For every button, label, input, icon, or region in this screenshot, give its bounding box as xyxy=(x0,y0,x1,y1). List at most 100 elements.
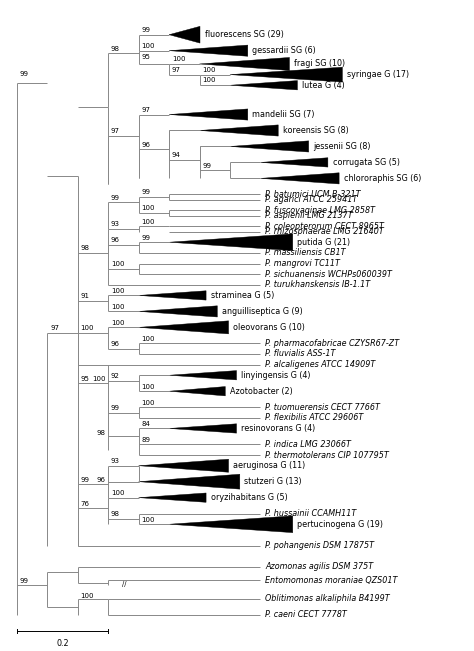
Text: 95: 95 xyxy=(141,54,150,60)
Text: 100: 100 xyxy=(111,261,125,268)
Text: P. thermotolerans CIP 107795T: P. thermotolerans CIP 107795T xyxy=(265,450,389,460)
Text: 100: 100 xyxy=(141,43,155,49)
Polygon shape xyxy=(138,306,217,317)
Text: 100: 100 xyxy=(81,593,94,599)
Text: jessenii SG (8): jessenii SG (8) xyxy=(313,142,371,151)
Polygon shape xyxy=(230,81,297,90)
Text: 96: 96 xyxy=(111,238,120,243)
Text: P. batumici UCM B-321T: P. batumici UCM B-321T xyxy=(265,190,361,199)
Polygon shape xyxy=(169,424,237,433)
Text: 100: 100 xyxy=(111,490,125,496)
Text: 100: 100 xyxy=(92,376,106,381)
Text: 97: 97 xyxy=(141,107,150,113)
Text: 91: 91 xyxy=(81,293,90,299)
Text: 98: 98 xyxy=(111,511,120,518)
Text: 99: 99 xyxy=(19,578,28,584)
Text: P. massiliensis CB1T: P. massiliensis CB1T xyxy=(265,249,346,257)
Text: koreensis SG (8): koreensis SG (8) xyxy=(283,126,349,135)
Polygon shape xyxy=(230,141,309,152)
Text: resinovorans G (4): resinovorans G (4) xyxy=(241,424,316,433)
Text: 94: 94 xyxy=(172,152,181,158)
Text: 0.2: 0.2 xyxy=(56,639,69,648)
Polygon shape xyxy=(200,57,290,70)
Text: 76: 76 xyxy=(81,501,90,506)
Text: 95: 95 xyxy=(81,376,90,381)
Polygon shape xyxy=(138,474,240,489)
Text: 98: 98 xyxy=(81,245,90,251)
Text: 97: 97 xyxy=(50,325,59,331)
Text: P. pharmacofabricae CZYSR67-ZT: P. pharmacofabricae CZYSR67-ZT xyxy=(265,339,399,348)
Text: oleovorans G (10): oleovorans G (10) xyxy=(233,323,305,332)
Text: P. tuomuerensis CECT 7766T: P. tuomuerensis CECT 7766T xyxy=(265,403,380,411)
Text: 97: 97 xyxy=(172,67,181,73)
Text: 100: 100 xyxy=(141,400,155,406)
Text: 89: 89 xyxy=(141,437,150,443)
Polygon shape xyxy=(260,173,339,184)
Text: 100: 100 xyxy=(202,77,216,83)
Text: mandelii SG (7): mandelii SG (7) xyxy=(253,110,315,119)
Text: anguilliseptica G (9): anguilliseptica G (9) xyxy=(222,307,303,316)
Text: P. caeni CECT 7778T: P. caeni CECT 7778T xyxy=(265,610,347,619)
Polygon shape xyxy=(260,158,328,167)
Polygon shape xyxy=(138,493,206,503)
Text: 98: 98 xyxy=(97,430,106,436)
Text: 99: 99 xyxy=(141,189,150,195)
Polygon shape xyxy=(169,234,293,251)
Text: syringae G (17): syringae G (17) xyxy=(347,70,409,79)
Text: 99: 99 xyxy=(141,234,150,241)
Text: 97: 97 xyxy=(111,128,120,134)
Polygon shape xyxy=(138,321,228,334)
Text: P. asplenii LMG 2137T: P. asplenii LMG 2137T xyxy=(265,211,353,220)
Text: gessardii SG (6): gessardii SG (6) xyxy=(253,46,316,55)
Polygon shape xyxy=(138,459,228,472)
Text: P. rhizosphaerae LMG 21640T: P. rhizosphaerae LMG 21640T xyxy=(265,227,384,236)
Text: P. mangrovi TC11T: P. mangrovi TC11T xyxy=(265,259,340,268)
Text: Azomonas agilis DSM 375T: Azomonas agilis DSM 375T xyxy=(265,562,373,572)
Text: //: // xyxy=(122,581,127,587)
Text: 93: 93 xyxy=(111,221,120,227)
Text: 99: 99 xyxy=(19,71,28,77)
Text: fragi SG (10): fragi SG (10) xyxy=(294,59,345,68)
Text: P. fuscovaginae LMG 2858T: P. fuscovaginae LMG 2858T xyxy=(265,206,375,215)
Polygon shape xyxy=(169,26,200,43)
Text: 100: 100 xyxy=(172,57,185,62)
Text: 98: 98 xyxy=(111,46,120,51)
Text: 100: 100 xyxy=(81,325,94,331)
Polygon shape xyxy=(169,109,248,120)
Text: 96: 96 xyxy=(111,341,120,347)
Polygon shape xyxy=(230,67,342,82)
Text: 100: 100 xyxy=(111,320,125,326)
Text: P. coleopterorum CECT 8965T: P. coleopterorum CECT 8965T xyxy=(265,222,384,230)
Text: 100: 100 xyxy=(202,67,216,73)
Text: P. alcaligenes ATCC 14909T: P. alcaligenes ATCC 14909T xyxy=(265,360,375,369)
Text: 100: 100 xyxy=(141,219,155,225)
Text: chlororaphis SG (6): chlororaphis SG (6) xyxy=(344,174,421,183)
Text: 96: 96 xyxy=(141,141,150,148)
Text: 100: 100 xyxy=(141,517,155,523)
Text: 99: 99 xyxy=(111,195,120,201)
Text: straminea G (5): straminea G (5) xyxy=(211,291,274,300)
Text: putida G (21): putida G (21) xyxy=(297,238,351,247)
Text: 92: 92 xyxy=(111,373,120,379)
Polygon shape xyxy=(169,516,293,533)
Text: P. sichuanensis WCHPs060039T: P. sichuanensis WCHPs060039T xyxy=(265,270,392,279)
Polygon shape xyxy=(169,45,248,56)
Polygon shape xyxy=(169,387,225,396)
Text: 99: 99 xyxy=(111,405,120,411)
Text: 99: 99 xyxy=(202,163,211,169)
Text: 100: 100 xyxy=(111,288,125,294)
Text: lutea G (4): lutea G (4) xyxy=(302,81,345,90)
Text: stutzeri G (13): stutzeri G (13) xyxy=(245,477,302,486)
Text: fluorescens SG (29): fluorescens SG (29) xyxy=(205,30,283,39)
Polygon shape xyxy=(138,291,206,300)
Text: 99: 99 xyxy=(81,477,90,483)
Text: aeruginosa G (11): aeruginosa G (11) xyxy=(233,461,306,470)
Text: Entomomonas moraniae QZS01T: Entomomonas moraniae QZS01T xyxy=(265,575,398,585)
Polygon shape xyxy=(200,125,278,136)
Text: 100: 100 xyxy=(141,205,155,212)
Text: pertucinogena G (19): pertucinogena G (19) xyxy=(297,519,383,529)
Text: P. indica LMG 23066T: P. indica LMG 23066T xyxy=(265,440,351,449)
Text: 100: 100 xyxy=(141,336,155,342)
Text: Oblitimonas alkaliphila B4199T: Oblitimonas alkaliphila B4199T xyxy=(265,594,390,603)
Text: Azotobacter (2): Azotobacter (2) xyxy=(230,387,293,396)
